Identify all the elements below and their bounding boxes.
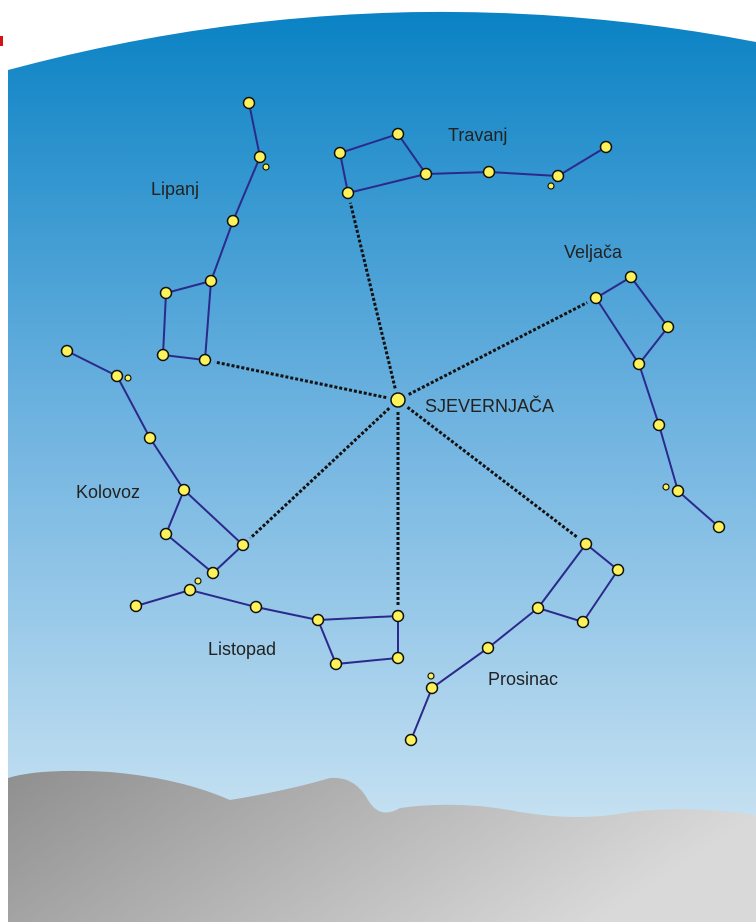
polaris [390, 392, 406, 408]
star [632, 357, 646, 371]
constellation-line [161, 102, 262, 362]
star [482, 165, 496, 179]
star [253, 150, 267, 164]
pointer-line [348, 202, 397, 389]
star [391, 127, 405, 141]
center-label: SJEVERNJAČA [425, 395, 554, 416]
star [177, 483, 191, 497]
star [624, 270, 638, 284]
star [599, 140, 613, 154]
star [481, 641, 495, 655]
star [589, 291, 603, 305]
star [242, 96, 256, 110]
star [226, 214, 240, 228]
star [249, 600, 263, 614]
star [404, 733, 418, 747]
corner-mark [0, 36, 3, 46]
star [329, 657, 343, 671]
star-small [194, 577, 202, 585]
star-small [427, 672, 435, 680]
star [60, 344, 74, 358]
star [419, 167, 433, 181]
star [198, 353, 212, 367]
star [156, 348, 170, 362]
star [110, 369, 124, 383]
star [311, 613, 325, 627]
pointer-line [214, 360, 387, 400]
star [671, 484, 685, 498]
star [236, 538, 250, 552]
constellation-label: Lipanj [151, 179, 199, 199]
star [579, 537, 593, 551]
star-small [124, 374, 132, 382]
star [391, 609, 405, 623]
star [333, 146, 347, 160]
star [159, 286, 173, 300]
star [531, 601, 545, 615]
star [576, 615, 590, 629]
star [611, 563, 625, 577]
star [712, 520, 726, 534]
constellation-label: Travanj [448, 125, 507, 145]
star [661, 320, 675, 334]
constellation-line [410, 607, 539, 741]
star [652, 418, 666, 432]
constellation-label: Listopad [208, 639, 276, 659]
constellation-label: Veljača [564, 242, 623, 262]
constellation-label: Kolovoz [76, 482, 140, 502]
constellation-lines [66, 102, 720, 741]
star [206, 566, 220, 580]
pointer-line [249, 407, 391, 540]
stars [60, 96, 726, 747]
sky [8, 11, 756, 922]
constellation-line [638, 363, 720, 528]
constellation-line [66, 350, 245, 575]
constellation-line [135, 588, 399, 666]
star [143, 431, 157, 445]
star [129, 599, 143, 613]
star [204, 274, 218, 288]
star-small [262, 163, 270, 171]
star [425, 681, 439, 695]
star [183, 583, 197, 597]
star [391, 651, 405, 665]
pointer-line [406, 406, 579, 540]
star [159, 527, 173, 541]
star [341, 186, 355, 200]
star-small [547, 182, 555, 190]
pointer-line [407, 301, 588, 396]
constellation-line [425, 146, 607, 178]
star-small [662, 483, 670, 491]
star [551, 169, 565, 183]
constellation-label: Prosinac [488, 669, 558, 689]
pointer-lines [214, 202, 588, 606]
ground [8, 770, 756, 922]
